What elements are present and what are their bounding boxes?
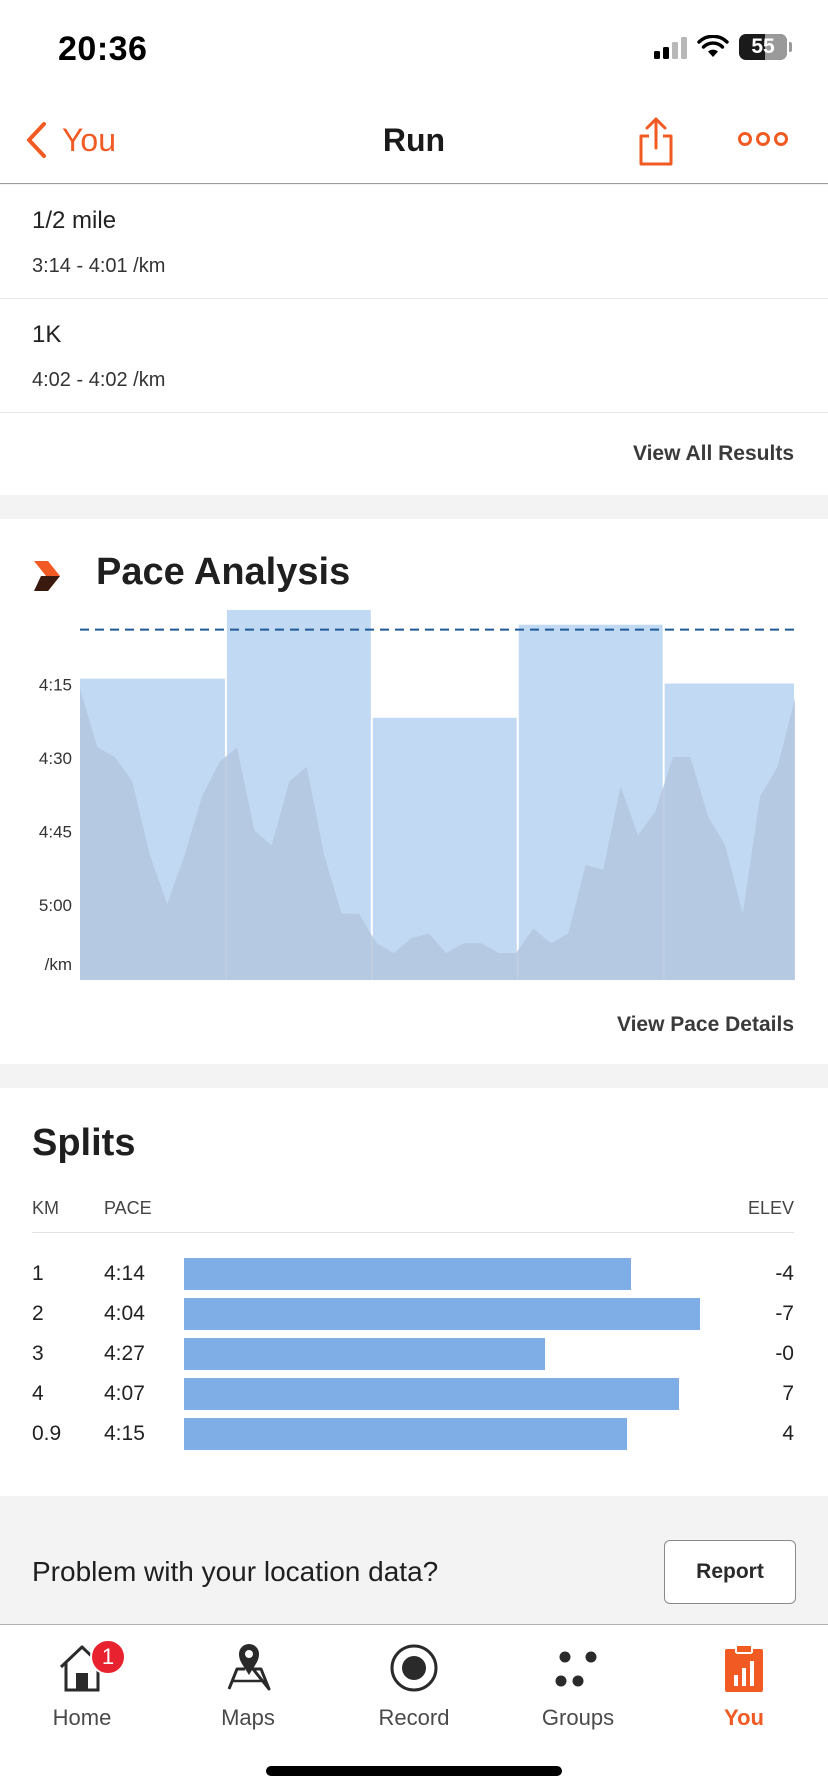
you-icon xyxy=(725,1644,763,1692)
result-row[interactable]: 1/2 mile 3:14 - 4:01 /km xyxy=(0,185,828,299)
record-icon xyxy=(390,1644,438,1692)
battery-level: 55 xyxy=(751,35,775,58)
result-title: 1K xyxy=(32,321,62,348)
splits-header-pace: PACE xyxy=(104,1198,152,1218)
split-km: 4 xyxy=(32,1382,44,1405)
signal-icon xyxy=(654,35,687,59)
chevron-left-icon xyxy=(27,122,46,158)
tab-label: You xyxy=(724,1705,764,1730)
split-bar xyxy=(184,1418,627,1450)
home-indicator xyxy=(266,1766,562,1776)
page-title: Run xyxy=(382,122,446,158)
battery-tip xyxy=(789,42,792,52)
pace-analysis-icon xyxy=(34,561,60,591)
split-elev: -0 xyxy=(775,1342,794,1365)
split-row: 1 4:14 -4 xyxy=(0,1256,828,1292)
status-icons: 55 xyxy=(654,34,792,60)
share-button[interactable] xyxy=(636,116,676,173)
split-km: 0.9 xyxy=(32,1422,62,1445)
split-elev: -4 xyxy=(775,1262,794,1285)
navigation-bar: You Run xyxy=(0,100,828,184)
more-icon xyxy=(738,132,788,146)
back-label: You xyxy=(62,121,116,158)
split-row: 0.9 4:15 4 xyxy=(0,1416,828,1452)
report-button[interactable]: Report xyxy=(664,1540,796,1604)
split-km: 1 xyxy=(32,1262,44,1285)
split-row: 2 4:04 -7 xyxy=(0,1296,828,1332)
split-pace: 4:07 xyxy=(104,1382,145,1405)
y-unit-label: /km xyxy=(45,955,72,974)
split-pace: 4:27 xyxy=(104,1342,145,1365)
splits-card: Splits KM PACE ELEV 1 4:14 -4 2 4:04 -7 … xyxy=(0,1088,828,1496)
share-icon xyxy=(639,117,673,166)
split-elev: 7 xyxy=(782,1382,794,1405)
split-pace: 4:14 xyxy=(104,1262,145,1285)
split-bar xyxy=(184,1258,631,1290)
groups-icon xyxy=(555,1651,597,1687)
view-all-results-link[interactable]: View All Results xyxy=(632,442,794,465)
notification-badge: 1 xyxy=(90,1639,126,1675)
result-range: 4:02 - 4:02 /km xyxy=(32,369,166,391)
pace-chart-svg: 4:15 4:30 4:45 5:00/km xyxy=(39,610,795,980)
battery-icon: 55 xyxy=(739,34,787,60)
split-elev: 4 xyxy=(782,1422,794,1445)
tab-home[interactable]: 1 Home xyxy=(12,1635,152,1731)
split-bar xyxy=(184,1338,545,1370)
result-title: 1/2 mile xyxy=(32,207,117,234)
tab-label: Record xyxy=(378,1705,450,1730)
split-bar xyxy=(184,1378,679,1410)
tab-you[interactable]: You xyxy=(674,1635,814,1731)
pace-analysis-title: Pace Analysis xyxy=(96,551,351,593)
y-tick-label: 4:30 xyxy=(39,749,72,768)
tab-label: Groups xyxy=(541,1705,615,1730)
splits-title: Splits xyxy=(32,1122,136,1164)
split-row: 3 4:27 -0 xyxy=(0,1336,828,1372)
tab-label: Home xyxy=(52,1705,112,1730)
splits-header-km: KM xyxy=(32,1198,59,1218)
split-row: 4 4:07 7 xyxy=(0,1376,828,1412)
pace-bar xyxy=(372,717,517,980)
best-efforts-card: 1/2 mile 3:14 - 4:01 /km 1K 4:02 - 4:02 … xyxy=(0,185,828,495)
result-row[interactable]: 1K 4:02 - 4:02 /km xyxy=(0,299,828,413)
back-button[interactable]: You xyxy=(24,120,116,160)
split-bar xyxy=(184,1298,700,1330)
splits-header-elev: ELEV xyxy=(747,1198,794,1218)
split-pace: 4:04 xyxy=(104,1302,145,1325)
status-bar: 20:36 55 xyxy=(0,0,828,100)
y-tick-label: 4:45 xyxy=(39,823,72,842)
more-options-button[interactable] xyxy=(738,128,788,155)
y-tick-label: 4:15 xyxy=(39,676,72,695)
maps-icon xyxy=(227,1644,271,1691)
split-km: 2 xyxy=(32,1302,44,1325)
pace-chart: 4:15 4:30 4:45 5:00/km xyxy=(0,610,828,990)
tab-record[interactable]: Record xyxy=(344,1635,484,1731)
tab-label: Maps xyxy=(221,1705,275,1730)
splits-divider xyxy=(32,1232,794,1233)
tab-groups[interactable]: Groups xyxy=(508,1635,648,1731)
split-elev: -7 xyxy=(775,1302,794,1325)
split-km: 3 xyxy=(32,1342,44,1365)
y-tick-label: 5:00 xyxy=(39,896,72,915)
location-problem-text: Problem with your location data? xyxy=(32,1556,439,1587)
wifi-icon xyxy=(697,35,729,57)
tab-maps[interactable]: Maps xyxy=(178,1635,318,1731)
status-time: 20:36 xyxy=(58,30,148,68)
split-pace: 4:15 xyxy=(104,1422,145,1445)
view-pace-details-link[interactable]: View Pace Details xyxy=(616,1013,794,1036)
result-range: 3:14 - 4:01 /km xyxy=(32,255,166,277)
tab-bar: 1 Home Maps Record xyxy=(0,1624,828,1792)
pace-area xyxy=(80,688,795,980)
